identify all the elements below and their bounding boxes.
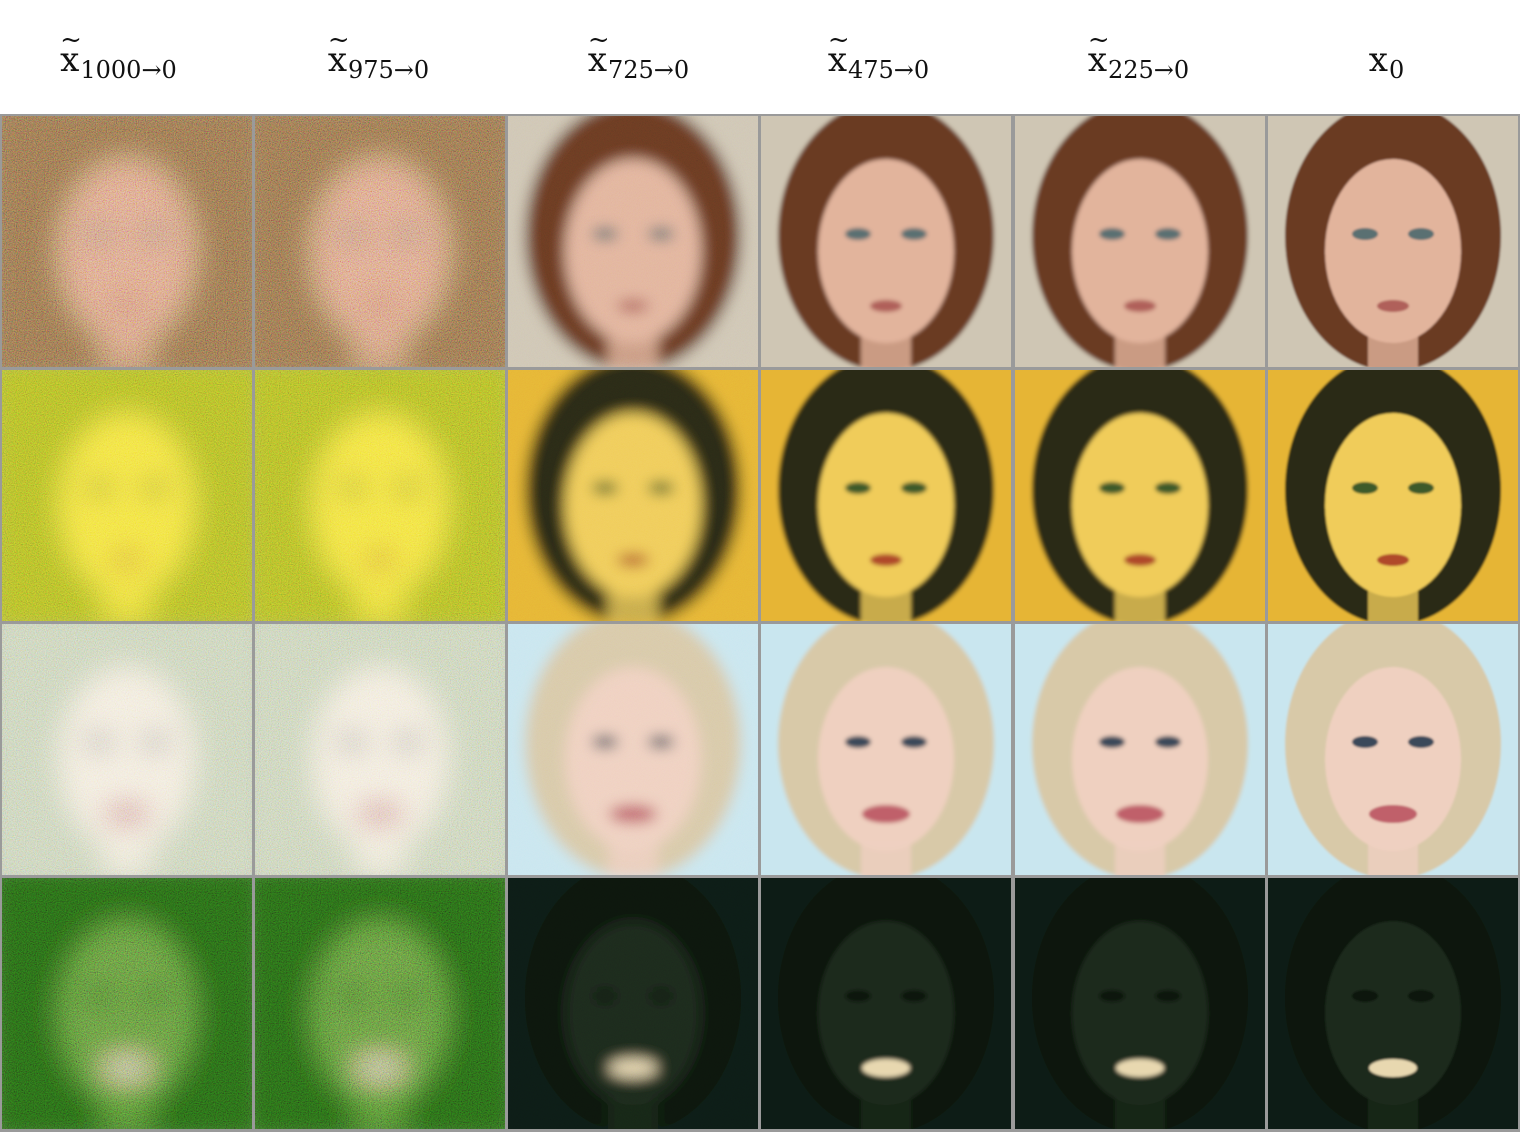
face-image-r4-c4 <box>761 878 1011 1129</box>
face-picture <box>508 370 758 621</box>
column-subscript: 1000→0 <box>80 56 177 84</box>
column-label-3: x ~725→0 <box>512 25 765 90</box>
face-image-r1-c4 <box>761 116 1011 367</box>
face-picture <box>1015 116 1265 367</box>
face-picture <box>508 116 758 367</box>
image-grid <box>0 114 1520 1132</box>
symbol-base: x <box>1368 40 1388 80</box>
face-image-r2-c3 <box>508 370 758 621</box>
column-label-2: x ~975→0 <box>252 25 505 90</box>
face-image-r1-c2 <box>255 116 505 367</box>
column-subscript: 475→0 <box>848 56 930 84</box>
column-subscript: 975→0 <box>348 56 430 84</box>
face-image-r3-c5 <box>1015 624 1265 875</box>
face-image-r2-c2 <box>255 370 505 621</box>
face-image-r1-c3 <box>508 116 758 367</box>
tilde-accent: ~ <box>587 25 610 55</box>
face-image-r2-c1 <box>2 370 252 621</box>
face-picture <box>2 624 252 875</box>
face-image-r4-c6 <box>1268 878 1518 1129</box>
face-picture <box>508 624 758 875</box>
face-picture <box>508 878 758 1129</box>
face-picture <box>1015 624 1265 875</box>
face-image-r3-c4 <box>761 624 1011 875</box>
column-symbol: x ~ <box>1087 25 1110 80</box>
face-image-r2-c4 <box>761 370 1011 621</box>
face-picture <box>1015 370 1265 621</box>
face-picture <box>255 624 505 875</box>
tilde-accent: ~ <box>1087 25 1110 55</box>
face-image-r2-c6 <box>1268 370 1518 621</box>
column-label-6: x0 <box>1260 40 1513 90</box>
column-label-4: x ~475→0 <box>752 25 1005 90</box>
column-label-1: x ~1000→0 <box>0 25 245 90</box>
face-picture <box>761 370 1011 621</box>
face-picture <box>2 116 252 367</box>
face-picture <box>761 624 1011 875</box>
face-picture <box>761 878 1011 1129</box>
tilde-accent: ~ <box>60 25 82 55</box>
face-image-r1-c6 <box>1268 116 1518 367</box>
column-symbol: x ~ <box>827 25 850 80</box>
symbol-base: x <box>587 40 607 80</box>
face-image-r3-c2 <box>255 624 505 875</box>
face-image-r4-c2 <box>255 878 505 1129</box>
column-subscript: 225→0 <box>1108 56 1190 84</box>
face-image-r1-c5 <box>1015 116 1265 367</box>
face-image-r2-c5 <box>1015 370 1265 621</box>
column-symbol: x ~ <box>587 25 610 80</box>
symbol-base: x <box>60 40 80 80</box>
face-picture <box>2 878 252 1129</box>
face-image-r4-c5 <box>1015 878 1265 1129</box>
face-picture <box>255 370 505 621</box>
column-symbol: x <box>1369 40 1388 80</box>
face-image-r4-c3 <box>508 878 758 1129</box>
face-image-r3-c1 <box>2 624 252 875</box>
column-header-row: x ~1000→0 x ~975→0 x ~725→0 x ~475→0 x ~225→0 x0 <box>0 0 1520 114</box>
face-image-r1-c1 <box>2 116 252 367</box>
column-label-5: x ~225→0 <box>1012 25 1265 90</box>
symbol-base: x <box>327 40 347 80</box>
column-subscript: 725→0 <box>608 56 690 84</box>
face-picture <box>1015 878 1265 1129</box>
face-image-r3-c3 <box>508 624 758 875</box>
tilde-accent: ~ <box>827 25 850 55</box>
symbol-base: x <box>827 40 847 80</box>
column-subscript: 0 <box>1388 56 1405 84</box>
face-picture <box>761 116 1011 367</box>
face-picture <box>255 116 505 367</box>
face-picture <box>1268 370 1518 621</box>
face-picture <box>2 370 252 621</box>
tilde-accent: ~ <box>327 25 350 55</box>
face-image-r4-c1 <box>2 878 252 1129</box>
column-symbol: x ~ <box>327 25 350 80</box>
column-symbol: x ~ <box>60 25 82 80</box>
face-picture <box>1268 116 1518 367</box>
face-picture <box>1268 878 1518 1129</box>
face-image-r3-c6 <box>1268 624 1518 875</box>
face-picture <box>255 878 505 1129</box>
face-picture <box>1268 624 1518 875</box>
symbol-base: x <box>1087 40 1107 80</box>
